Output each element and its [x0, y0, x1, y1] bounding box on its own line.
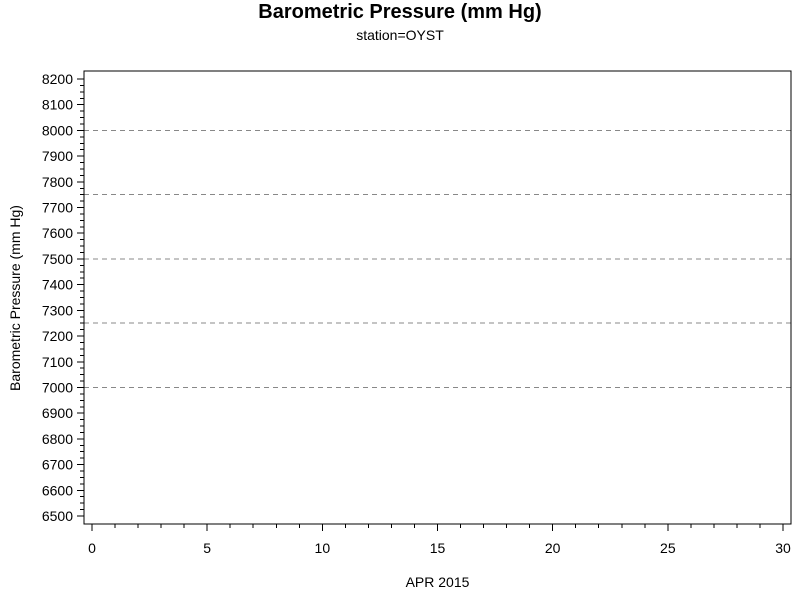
y-tick-label: 6600: [42, 482, 73, 498]
x-tick-label: 30: [775, 540, 791, 556]
y-tick-label: 7500: [42, 251, 73, 267]
y-tick-label: 7200: [42, 328, 73, 344]
y-tick-label: 6700: [42, 457, 73, 473]
y-tick-label: 8100: [42, 97, 73, 113]
y-tick-label: 7100: [42, 354, 73, 370]
y-tick-label: 6500: [42, 508, 73, 524]
plot-frame: [83, 70, 792, 525]
x-tick-label: 10: [315, 540, 331, 556]
x-tick-label: 15: [430, 540, 446, 556]
x-tick-label: 0: [88, 540, 96, 556]
chart-title: Barometric Pressure (mm Hg): [258, 1, 542, 23]
x-tick-label: 20: [545, 540, 561, 556]
y-tick-label: 7400: [42, 277, 73, 293]
x-axis-label: APR 2015: [405, 574, 470, 590]
y-tick-label: 6800: [42, 431, 73, 447]
y-tick-label: 7700: [42, 200, 73, 216]
y-tick-label: 7300: [42, 302, 73, 318]
y-tick-label: 8200: [42, 71, 73, 87]
y-tick-label: 7900: [42, 148, 73, 164]
x-tick-label: 25: [660, 540, 676, 556]
y-tick-label: 7600: [42, 225, 73, 241]
chart-subtitle: station=OYST: [356, 27, 444, 43]
y-tick-label: 7000: [42, 379, 73, 395]
y-tick-label: 6900: [42, 405, 73, 421]
y-tick-label: 7800: [42, 174, 73, 190]
x-tick-label: 5: [203, 540, 211, 556]
y-tick-label: 8000: [42, 122, 73, 138]
